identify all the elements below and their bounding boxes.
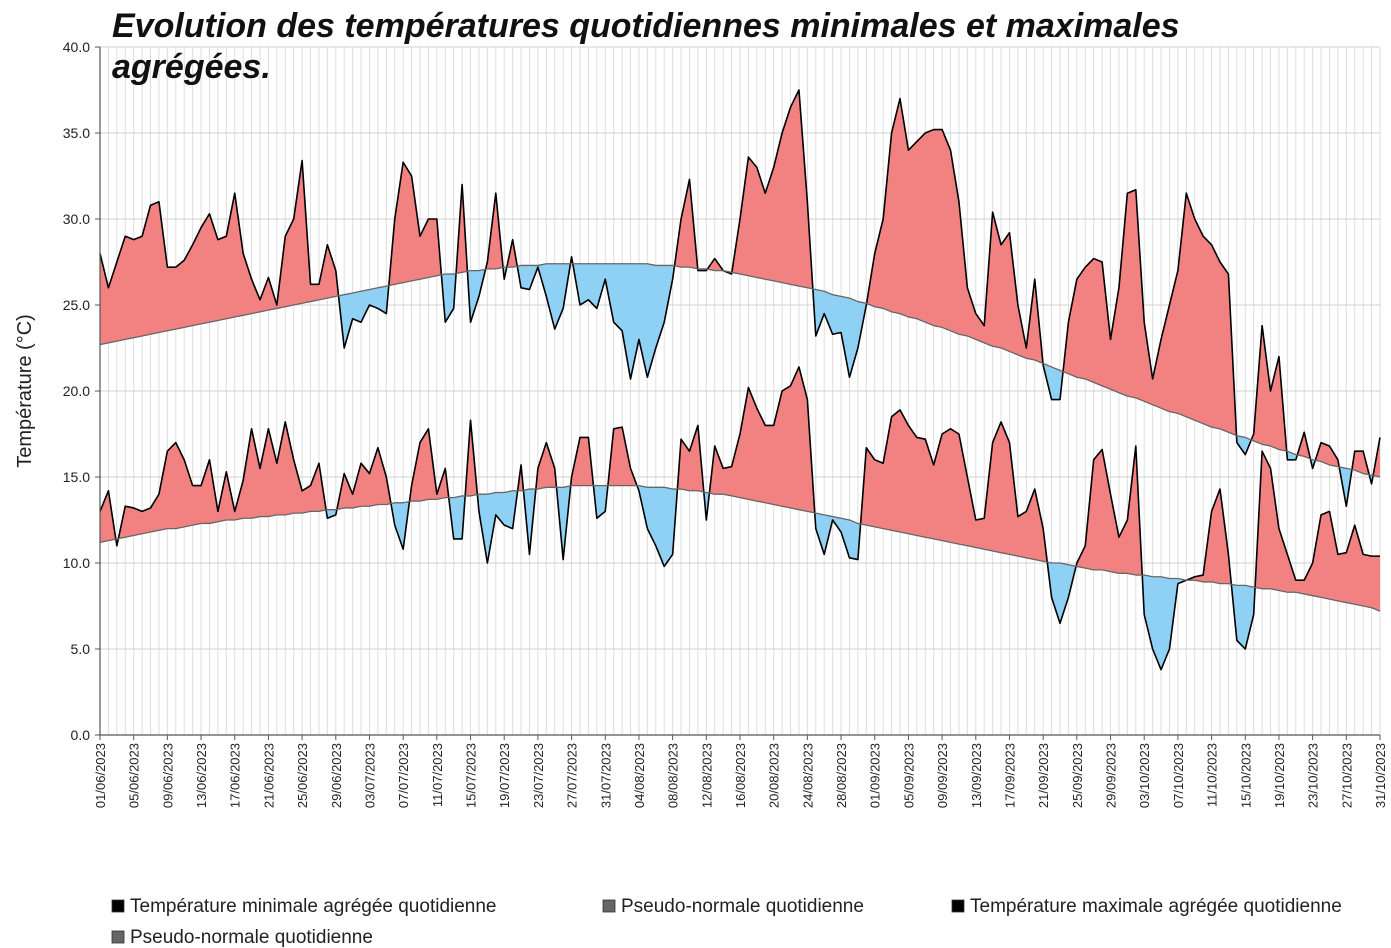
x-tick-label: 07/07/2023 <box>396 743 411 808</box>
x-tick-label: 28/08/2023 <box>834 743 849 808</box>
data-line <box>99 89 1381 508</box>
x-tick-label: 05/09/2023 <box>901 743 916 808</box>
legend-label: Pseudo-normale quotidienne <box>621 896 864 917</box>
x-tick-label: 19/07/2023 <box>497 743 512 808</box>
x-tick-label: 29/09/2023 <box>1104 743 1119 808</box>
x-tick-label: 13/09/2023 <box>969 743 984 808</box>
x-tick-label: 01/09/2023 <box>868 743 883 808</box>
legend-swatch <box>602 899 616 913</box>
chart-title: Evolution des températures quotidiennes … <box>112 7 1180 86</box>
y-tick-label: 35.0 <box>63 125 90 141</box>
x-tick-label: 11/07/2023 <box>430 743 445 807</box>
x-tick-label: 15/10/2023 <box>1238 743 1253 808</box>
x-tick-label: 23/07/2023 <box>531 743 546 808</box>
y-tick-label: 20.0 <box>63 383 90 399</box>
x-tick-label: 13/06/2023 <box>194 743 209 808</box>
x-tick-label: 31/10/2023 <box>1373 743 1388 808</box>
x-tick-label: 03/10/2023 <box>1137 743 1152 808</box>
x-tick-label: 12/08/2023 <box>699 743 714 808</box>
x-tick-label: 15/07/2023 <box>464 743 479 808</box>
y-tick-label: 15.0 <box>63 469 90 485</box>
x-tick-label: 31/07/2023 <box>598 743 613 808</box>
x-tick-label: 11/10/2023 <box>1205 743 1220 807</box>
legend-label: Température minimale agrégée quotidienne <box>130 896 497 917</box>
x-tick-label: 07/10/2023 <box>1171 743 1186 808</box>
x-tick-label: 04/08/2023 <box>632 743 647 808</box>
legend-swatch <box>951 899 965 913</box>
y-axis-label: Température (°C) <box>14 314 36 468</box>
y-tick-label: 0.0 <box>71 727 91 743</box>
x-tick-label: 17/06/2023 <box>228 743 243 808</box>
x-tick-label: 03/07/2023 <box>362 743 377 808</box>
x-tick-label: 16/08/2023 <box>733 743 748 808</box>
x-tick-label: 17/09/2023 <box>1002 743 1017 808</box>
x-tick-label: 19/10/2023 <box>1272 743 1287 808</box>
x-tick-label: 27/10/2023 <box>1339 743 1354 808</box>
x-tick-label: 24/08/2023 <box>800 743 815 808</box>
legend-swatch <box>111 899 125 913</box>
x-tick-label: 21/06/2023 <box>261 743 276 808</box>
legend-swatch <box>111 930 125 944</box>
y-tick-label: 40.0 <box>63 39 90 55</box>
y-tick-label: 5.0 <box>71 641 91 657</box>
x-tick-label: 05/06/2023 <box>127 743 142 808</box>
normal-line <box>99 263 1381 478</box>
x-tick-label: 08/08/2023 <box>666 743 681 808</box>
x-tick-label: 25/09/2023 <box>1070 743 1085 808</box>
x-tick-label: 09/06/2023 <box>160 743 175 808</box>
x-tick-label: 27/07/2023 <box>565 743 580 808</box>
x-tick-label: 09/09/2023 <box>935 743 950 808</box>
x-tick-label: 25/06/2023 <box>295 743 310 808</box>
y-tick-label: 25.0 <box>63 297 90 313</box>
y-tick-label: 30.0 <box>63 211 90 227</box>
data-line <box>99 366 1380 671</box>
x-tick-label: 20/08/2023 <box>767 743 782 808</box>
legend-label: Température maximale agrégée quotidienne <box>970 896 1342 917</box>
x-tick-label: 01/06/2023 <box>93 743 108 808</box>
x-tick-label: 23/10/2023 <box>1306 743 1321 808</box>
normal-line <box>99 484 1381 612</box>
x-tick-label: 21/09/2023 <box>1036 743 1051 808</box>
x-tick-label: 29/06/2023 <box>329 743 344 808</box>
area-below-normal <box>100 485 1380 670</box>
legend-label: Pseudo-normale quotidienne <box>130 927 373 948</box>
y-tick-label: 10.0 <box>63 555 90 571</box>
